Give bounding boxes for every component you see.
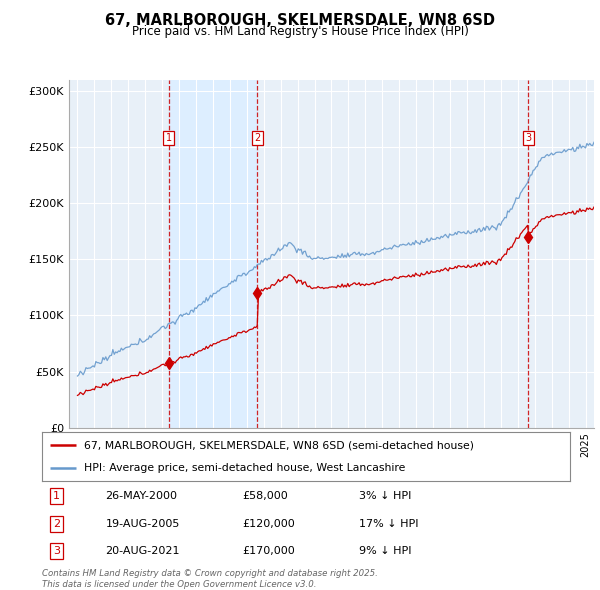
Text: 19-AUG-2005: 19-AUG-2005 bbox=[106, 519, 180, 529]
Text: £170,000: £170,000 bbox=[242, 546, 295, 556]
Text: 3: 3 bbox=[525, 133, 532, 143]
Text: 26-MAY-2000: 26-MAY-2000 bbox=[106, 491, 178, 502]
Text: £120,000: £120,000 bbox=[242, 519, 295, 529]
Text: 67, MARLBOROUGH, SKELMERSDALE, WN8 6SD: 67, MARLBOROUGH, SKELMERSDALE, WN8 6SD bbox=[105, 13, 495, 28]
Text: 1: 1 bbox=[53, 491, 60, 502]
Text: 3: 3 bbox=[53, 546, 60, 556]
Text: 2: 2 bbox=[254, 133, 260, 143]
Text: 3% ↓ HPI: 3% ↓ HPI bbox=[359, 491, 411, 502]
Text: Price paid vs. HM Land Registry's House Price Index (HPI): Price paid vs. HM Land Registry's House … bbox=[131, 25, 469, 38]
Text: 17% ↓ HPI: 17% ↓ HPI bbox=[359, 519, 418, 529]
Text: Contains HM Land Registry data © Crown copyright and database right 2025.
This d: Contains HM Land Registry data © Crown c… bbox=[42, 569, 378, 589]
Text: 9% ↓ HPI: 9% ↓ HPI bbox=[359, 546, 412, 556]
Text: HPI: Average price, semi-detached house, West Lancashire: HPI: Average price, semi-detached house,… bbox=[84, 463, 406, 473]
Text: 2: 2 bbox=[53, 519, 61, 529]
Text: 1: 1 bbox=[166, 133, 172, 143]
Bar bbox=[169, 80, 257, 428]
Text: £58,000: £58,000 bbox=[242, 491, 289, 502]
Text: 67, MARLBOROUGH, SKELMERSDALE, WN8 6SD (semi-detached house): 67, MARLBOROUGH, SKELMERSDALE, WN8 6SD (… bbox=[84, 440, 474, 450]
Text: 20-AUG-2021: 20-AUG-2021 bbox=[106, 546, 180, 556]
